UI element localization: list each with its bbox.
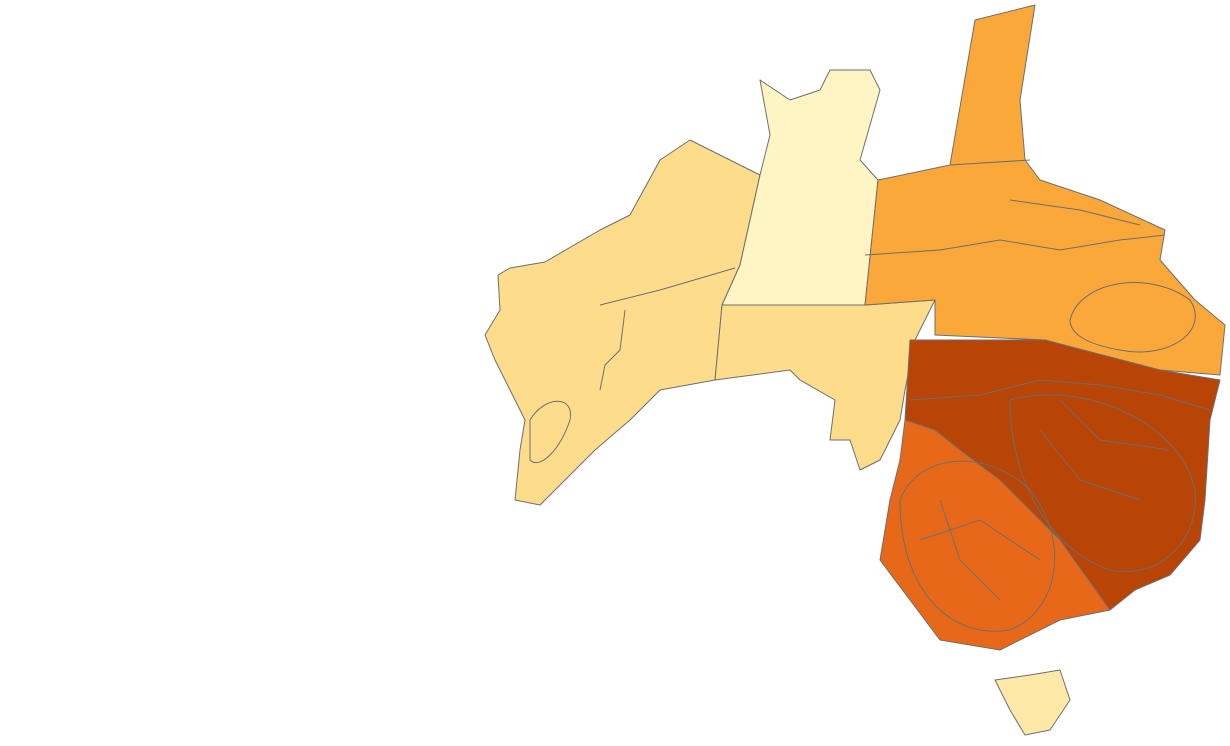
region-tas: [994, 669, 1071, 736]
region-vic: [879, 419, 1111, 651]
boundary: [899, 460, 1056, 632]
region-nt: [721, 69, 881, 306]
boundary: [919, 499, 1041, 601]
boundary: [1009, 199, 1141, 226]
boundary: [599, 309, 626, 391]
boundary: [1069, 282, 1196, 353]
boundary: [949, 159, 1031, 166]
boundary: [864, 234, 1166, 256]
inner-boundaries: [529, 159, 1211, 632]
region-wa: [484, 139, 761, 506]
boundary: [909, 379, 1211, 411]
boundary: [1039, 399, 1171, 501]
boundary: [529, 400, 571, 463]
boundary: [599, 267, 736, 306]
boundary: [1009, 394, 1196, 572]
regions: [484, 4, 1226, 736]
region-sa: [714, 299, 936, 471]
